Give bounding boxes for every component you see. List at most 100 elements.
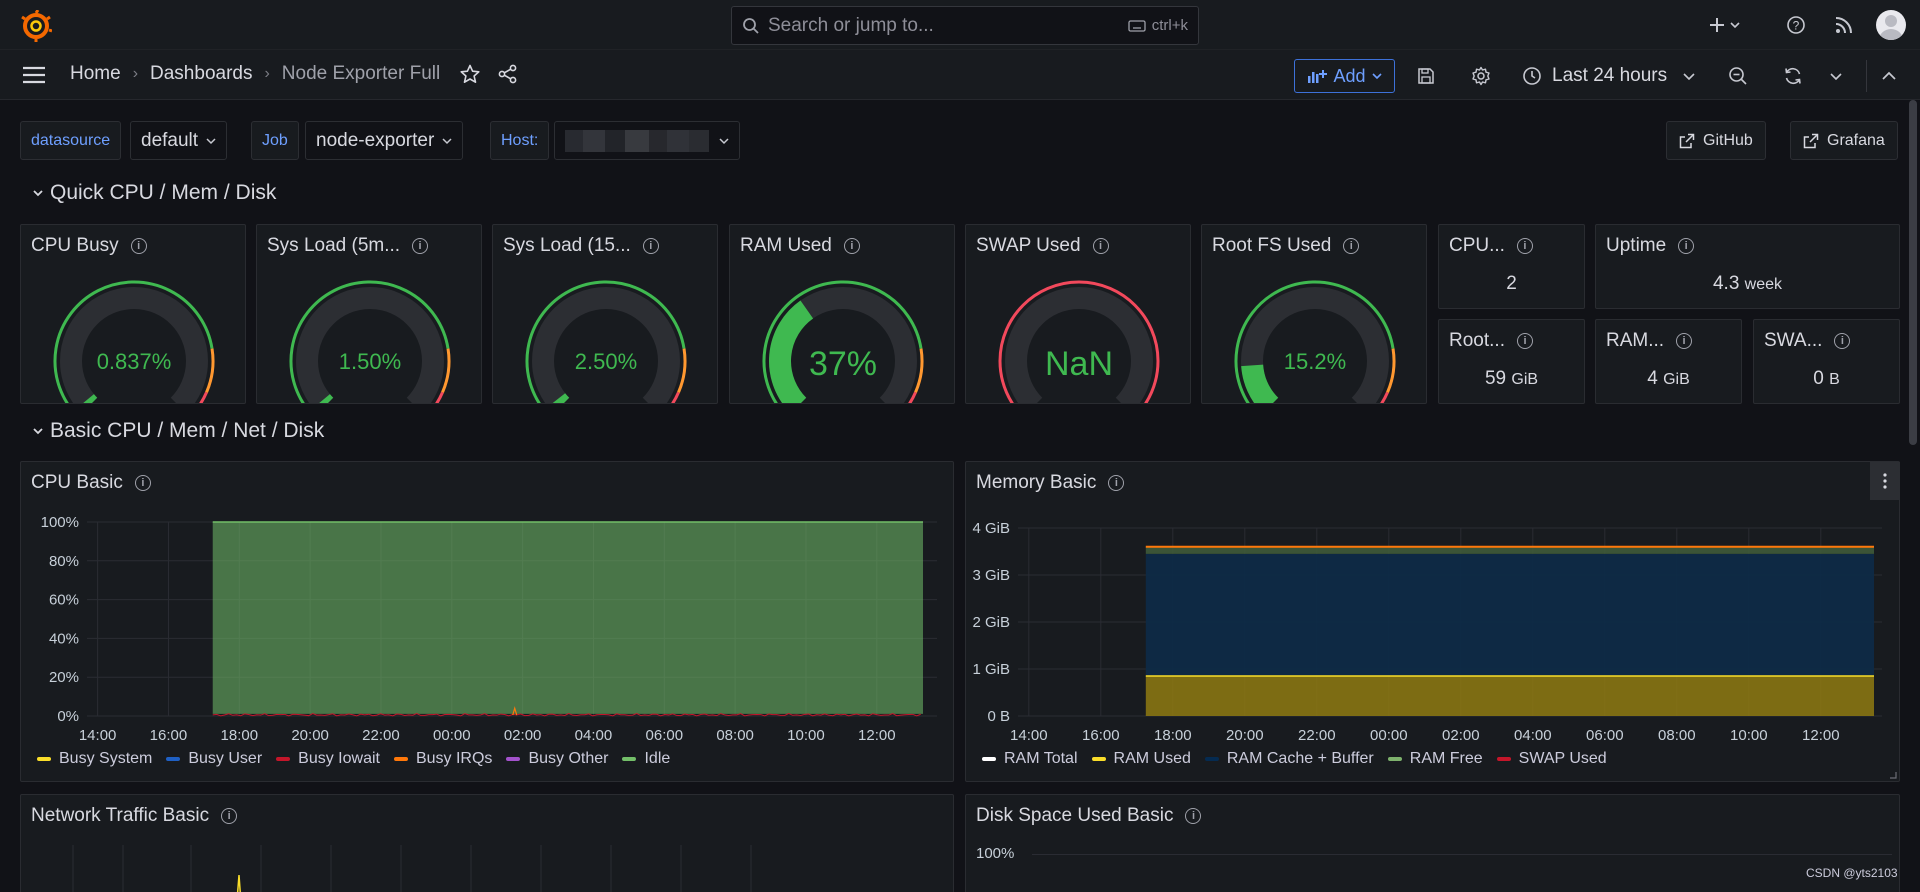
panel-title: SWA... i [1764,330,1851,352]
gauge-panel: SWAP Used i NaN [965,224,1191,404]
info-icon[interactable]: i [642,238,659,254]
zoom-out-icon [1729,67,1747,85]
row-quick-cpu-mem-disk[interactable]: Quick CPU / Mem / Disk [32,181,276,205]
external-link-icon [1803,133,1819,148]
chevron-down-icon [1683,73,1695,80]
info-icon[interactable]: i [412,238,429,254]
gauge-threshold-band [435,391,444,403]
legend-item[interactable]: Busy Iowait [276,750,380,768]
gridline [1032,854,1892,855]
info-icon[interactable]: i [1343,238,1360,254]
x-tick-label: 22:00 [1298,727,1336,744]
star-icon [460,64,480,84]
panel-title-text: CPU Busy [31,235,119,256]
stat-unit: GiB [1663,371,1690,388]
refresh-button[interactable] [1778,61,1808,91]
info-icon[interactable]: i [1092,238,1109,254]
datasource-value: default [141,129,199,151]
page-scrollbar[interactable] [1909,100,1917,445]
breadcrumb: Home › Dashboards › Node Exporter Full [70,63,518,85]
zoom-out-button[interactable] [1723,61,1753,91]
row-basic-cpu-mem-net-disk[interactable]: Basic CPU / Mem / Net / Disk [32,419,324,443]
refresh-interval-dropdown[interactable] [1821,61,1851,91]
new-menu-button[interactable] [1706,10,1746,40]
gauge-value-fill [319,394,334,403]
legend-swatch [1091,757,1106,761]
share-icon [498,64,517,84]
x-tick-label: 22:00 [362,727,400,744]
resize-handle-icon[interactable] [1889,771,1897,779]
network-chart[interactable] [21,845,955,892]
user-avatar[interactable] [1876,10,1906,40]
row-title: Quick CPU / Mem / Disk [50,181,277,204]
info-icon[interactable]: i [130,238,147,254]
info-icon[interactable]: i [1834,333,1851,349]
grafana-logo-icon[interactable] [20,10,52,42]
add-panel-icon [1308,70,1328,83]
gauge-threshold-band [441,348,451,393]
collapse-nav-button[interactable] [1874,61,1904,91]
legend-item[interactable]: Busy IRQs [393,750,492,768]
legend-item[interactable]: RAM Free [1387,750,1483,768]
time-picker[interactable]: Last 24 hours [1522,61,1695,91]
memory-basic-chart[interactable]: 0 B 1 GiB 2 GiB 3 GiB 4 GiB 14:00 16:00 18:00 20… [966,462,1901,752]
add-button[interactable]: Add [1294,59,1395,93]
breadcrumb-dashboards[interactable]: Dashboards [150,63,253,84]
info-icon[interactable]: i [221,808,238,824]
x-tick-label: 12:00 [1802,727,1840,744]
legend-item[interactable]: Busy Other [506,750,608,768]
stat-value: 59 GiB [1439,368,1584,390]
legend-item[interactable]: SWAP Used [1496,750,1607,768]
share-button[interactable] [498,64,518,84]
info-icon[interactable]: i [1676,333,1693,349]
info-icon[interactable]: i [843,238,860,254]
gauge-threshold-band [1386,348,1396,393]
info-icon[interactable]: i [1678,238,1695,254]
legend-label: Busy System [59,750,153,767]
dashboard-settings-button[interactable] [1466,61,1496,91]
refresh-icon [1785,67,1801,85]
host-select[interactable] [554,121,740,160]
chevron-down-icon [442,137,452,144]
gauge-threshold-band [1380,391,1389,403]
menu-toggle-button[interactable] [22,66,46,84]
stat-number: 4 [1647,368,1658,389]
save-dashboard-button[interactable] [1411,61,1441,91]
search-input[interactable]: Search or jump to... ctrl+k [731,6,1199,45]
cpu-basic-chart[interactable]: 0% 20% 40% 60% 80% 100% 14:00 16:00 18:00 20:00 22… [21,462,955,752]
grafana-link-button[interactable]: Grafana [1790,121,1898,160]
info-icon[interactable]: i [1516,238,1533,254]
panel-menu-button[interactable] [1870,462,1900,500]
job-select[interactable]: node-exporter [305,121,464,160]
panel-disk-space-used-basic: Disk Space Used Basic i 100% [965,794,1900,892]
stat-unit: week [1744,276,1783,293]
news-button[interactable] [1829,10,1859,40]
info-icon[interactable]: i [1185,808,1202,824]
y-tick-label: 0 B [987,708,1010,725]
legend-item[interactable]: Idle [622,750,670,768]
panel-title-text: Disk Space Used Basic [976,805,1174,826]
star-button[interactable] [460,64,480,84]
legend-label: SWAP Used [1518,750,1607,767]
github-link-button[interactable]: GitHub [1666,121,1766,160]
info-icon[interactable]: i [134,475,151,491]
panel-cpu-basic: CPU Basic i 0% 20% 40% 60% 80% 100% 14:00 16:00 1… [20,461,954,782]
legend-item[interactable]: Busy System [37,750,152,768]
legend-item[interactable]: RAM Cache + Buffer [1204,750,1374,768]
help-icon: ? [1787,16,1805,34]
info-icon[interactable]: i [1108,475,1125,491]
gauge-track [296,287,444,403]
plus-icon [1710,18,1740,32]
legend-item[interactable]: RAM Total [982,750,1078,768]
legend-item[interactable]: RAM Used [1091,750,1191,768]
legend-item[interactable]: Busy User [166,750,262,768]
info-icon[interactable]: i [1516,333,1533,349]
help-button[interactable]: ? [1781,10,1811,40]
breadcrumb-home[interactable]: Home [70,63,121,84]
y-tick-label: 1 GiB [972,661,1010,678]
save-icon [1418,68,1434,84]
datasource-select[interactable]: default [130,121,228,160]
search-shortcut-label: ctrl+k [1151,17,1188,34]
search-shortcut: ctrl+k [1128,17,1188,34]
y-tick-label: 40% [49,630,79,647]
